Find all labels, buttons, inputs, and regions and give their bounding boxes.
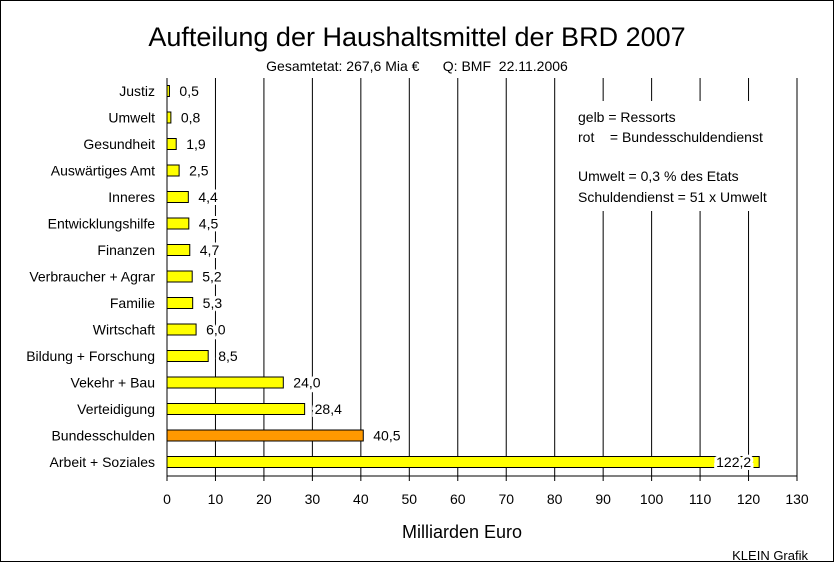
category-label: Verbraucher + Agrar xyxy=(29,269,155,285)
category-label: Finanzen xyxy=(97,242,155,258)
category-label: Inneres xyxy=(108,189,155,205)
annotation-text: gelb = Ressorts xyxy=(578,109,676,125)
category-label: Verteidigung xyxy=(77,401,155,417)
category-label: Gesundheit xyxy=(83,136,155,152)
bar xyxy=(166,350,209,362)
bar xyxy=(166,456,760,468)
annotation-text: Schuldendienst = 51 x Umwelt xyxy=(578,189,767,205)
value-label: 28,4 xyxy=(315,401,342,417)
x-tick-label: 130 xyxy=(785,491,809,507)
value-label: 8,5 xyxy=(218,348,238,364)
x-tick-label: 60 xyxy=(450,491,466,507)
x-tick-label: 100 xyxy=(640,491,664,507)
bar xyxy=(166,429,364,442)
annotations: gelb = Ressorts rot = Bundesschuldendiens… xyxy=(566,101,794,211)
x-tick-label: 10 xyxy=(208,491,224,507)
bar xyxy=(166,244,191,256)
credit: KLEIN Grafik xyxy=(732,548,808,563)
value-label: 5,3 xyxy=(203,295,223,311)
value-label: 40,5 xyxy=(373,428,400,444)
value-label: 6,0 xyxy=(206,322,226,338)
x-tick-label: 90 xyxy=(595,491,611,507)
value-label: 5,2 xyxy=(202,269,222,285)
category-label: Vekehr + Bau xyxy=(71,375,155,391)
x-tick-label: 30 xyxy=(305,491,321,507)
legend-box xyxy=(566,101,794,211)
x-axis: 0 10 20 30 40 50 60 70 80 90 100 110 120 130 Milliarde… xyxy=(163,78,809,542)
category-label: Wirtschaft xyxy=(93,322,155,338)
bar xyxy=(166,164,180,177)
value-label: 4,4 xyxy=(198,189,218,205)
category-label: Umwelt xyxy=(108,110,155,126)
x-tick-label: 0 xyxy=(163,491,171,507)
bar xyxy=(166,403,306,415)
bar xyxy=(166,191,189,203)
value-label: 24,0 xyxy=(293,375,320,391)
bar xyxy=(166,111,172,124)
chart-title: Aufteilung der Haushaltsmittel der BRD 2… xyxy=(148,22,686,52)
annotation-text: rot = Bundesschuldendienst xyxy=(578,129,763,145)
value-label: 0,8 xyxy=(181,110,201,126)
category-label: Entwicklungshilfe xyxy=(48,216,156,232)
value-label: 0,5 xyxy=(179,83,199,99)
x-axis-label: Milliarden Euro xyxy=(402,522,522,542)
category-labels: Justiz Umwelt Gesundheit Auswärtiges Amt Inn… xyxy=(26,83,155,470)
category-label: Arbeit + Soziales xyxy=(50,454,155,470)
bar xyxy=(166,323,197,336)
bar xyxy=(166,270,193,283)
category-label: Familie xyxy=(110,295,155,311)
category-label: Bundesschulden xyxy=(51,428,155,444)
value-label: 4,7 xyxy=(200,242,220,258)
bar xyxy=(166,138,177,150)
value-label: 2,5 xyxy=(189,163,209,179)
value-label: 1,9 xyxy=(186,136,206,152)
value-label: 122,2 xyxy=(716,454,751,470)
value-label: 4,5 xyxy=(199,216,219,232)
x-tick-label: 20 xyxy=(256,491,272,507)
bar xyxy=(166,217,190,230)
annotation-text: Umwelt = 0,3 % des Etats xyxy=(578,168,739,184)
x-tick-label: 50 xyxy=(402,491,418,507)
category-label: Auswärtiges Amt xyxy=(51,163,155,179)
x-tick-label: 80 xyxy=(547,491,563,507)
bars xyxy=(166,85,760,468)
x-tick-label: 120 xyxy=(737,491,761,507)
x-tick-label: 40 xyxy=(353,491,369,507)
category-label: Bildung + Forschung xyxy=(26,348,155,364)
x-tick-label: 70 xyxy=(498,491,514,507)
chart-subtitle: Gesamtetat: 267,6 Mia € Q: BMF 22.11.200… xyxy=(266,58,568,74)
value-labels: 0,5 0,8 1,9 2,5 4,4 4,5 4,7 5,2 5,3 6,0 8,5 24,0 28,… xyxy=(176,80,754,473)
bar xyxy=(166,297,194,309)
bar xyxy=(166,376,284,389)
category-label: Justiz xyxy=(119,83,155,99)
x-tick-label: 110 xyxy=(689,491,712,507)
